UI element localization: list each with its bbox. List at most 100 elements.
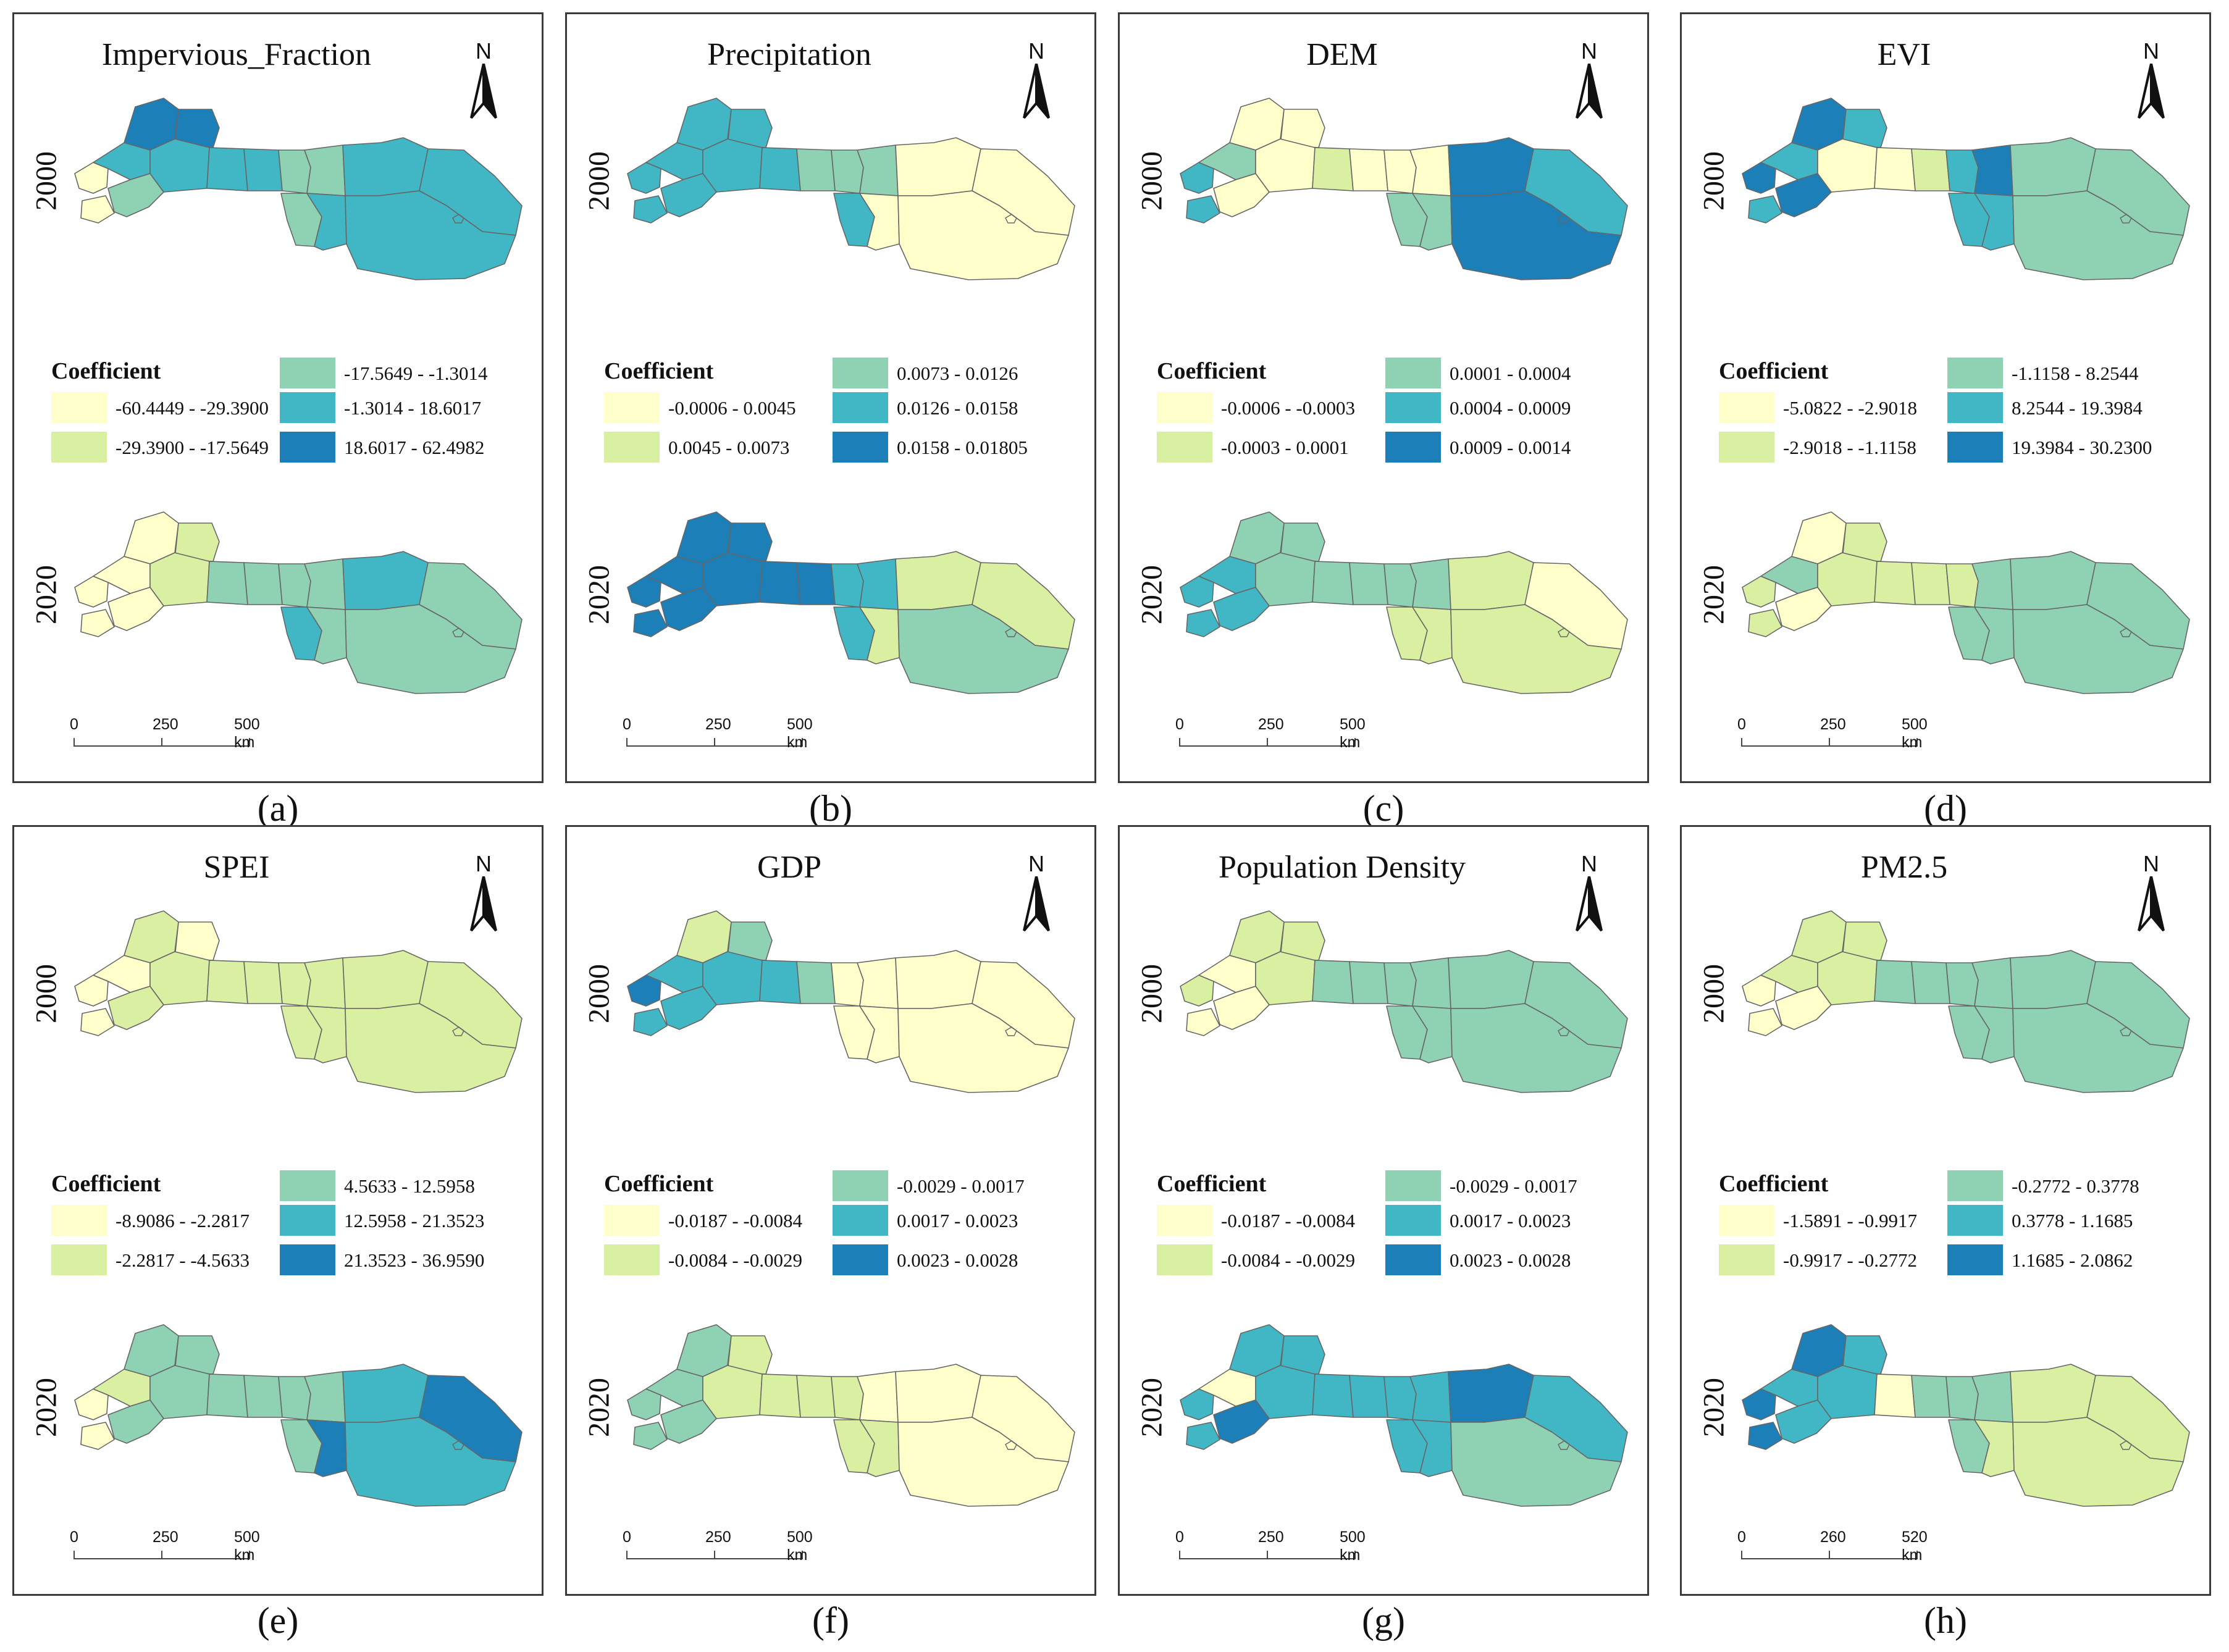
legend-title: Coefficient — [1719, 1171, 1829, 1197]
map-region — [2010, 950, 2096, 1009]
map-region — [243, 562, 283, 605]
panel-title: Precipitation — [707, 37, 871, 72]
choropleth-map-2020 — [610, 484, 1092, 731]
choropleth-map-2020 — [1163, 1296, 1645, 1543]
map-region — [1817, 951, 1878, 1005]
lake-outline — [2120, 1026, 2132, 1036]
map-region — [796, 148, 836, 191]
map-region — [1971, 1371, 2013, 1423]
north-arrow-icon: N — [464, 39, 503, 122]
map-panel-6: GDP N 2000 2020 Coefficient -0.0187 - -0.0084… — [565, 825, 1096, 1596]
lake-outline — [1005, 627, 1017, 637]
legend-swatch — [1719, 432, 1774, 463]
scale-bar-label: 0 — [623, 1528, 631, 1546]
legend-label: 0.3778 - 1.1685 — [2012, 1210, 2133, 1231]
map-region — [1971, 957, 2013, 1009]
scale-bar-label: 500 km — [234, 1528, 260, 1564]
choropleth-map-2020 — [1725, 484, 2207, 731]
map-region — [149, 951, 210, 1005]
legend-label: 0.0126 - 0.0158 — [897, 397, 1018, 419]
lake-outline — [1558, 1440, 1570, 1450]
panel-letter: (e) — [257, 1600, 299, 1641]
map-region — [80, 1422, 115, 1450]
legend-swatch — [604, 392, 660, 423]
scale-bar-label: 500 km — [1902, 716, 1928, 751]
map-region — [1874, 1373, 1916, 1418]
map-region — [1180, 975, 1214, 1007]
legend-title: Coefficient — [51, 358, 161, 384]
scale-bar-label: 500 km — [787, 716, 813, 751]
scale-bar: 0 260 520 km — [1737, 1528, 1928, 1575]
legend-label: 0.0023 - 0.0028 — [897, 1249, 1018, 1271]
map-region — [796, 961, 836, 1004]
legend-label: 1.1685 - 2.0862 — [2012, 1249, 2133, 1271]
map-region — [1874, 561, 1916, 605]
legend-label: 0.0017 - 0.0023 — [1450, 1210, 1571, 1231]
north-label: N — [476, 38, 492, 64]
map-region — [1448, 950, 1534, 1009]
lake-outline — [1558, 214, 1570, 224]
scale-bar-label: 250 — [1820, 716, 1846, 733]
legend-swatch — [833, 1244, 888, 1275]
legend-label: -0.0084 - -0.0029 — [1221, 1249, 1355, 1271]
map-region — [1255, 1365, 1316, 1419]
scale-bar-label: 0 — [1175, 716, 1184, 733]
map-region — [149, 1365, 210, 1419]
lake-outline — [1558, 627, 1570, 637]
legend-swatch — [1947, 432, 2003, 463]
scale-bar-tick — [1829, 1551, 1830, 1559]
map-region — [278, 962, 311, 1007]
map-region — [278, 563, 311, 608]
map-region — [1748, 609, 1782, 637]
lake-outline — [2120, 627, 2132, 637]
map-region — [304, 1371, 346, 1423]
legend-label: 18.6017 - 62.4982 — [344, 437, 485, 458]
choropleth-map-2000 — [1725, 70, 2207, 317]
map-region — [1971, 145, 2013, 196]
legend-swatch — [280, 392, 335, 423]
map-panel-1: Impervious_Fraction N 2000 2020 Coefficient -… — [12, 12, 544, 783]
scale-bar-label: 250 — [705, 1528, 731, 1546]
scale-bar-label: 0 — [1737, 716, 1746, 733]
legend-swatch — [833, 358, 888, 388]
map-region — [1448, 1364, 1534, 1423]
map-region — [342, 551, 429, 610]
legend-swatch — [280, 358, 335, 388]
scale-bar: 0 250 500 km — [1175, 1528, 1366, 1575]
north-arrow-icon: N — [2131, 39, 2171, 122]
map-region — [206, 561, 248, 605]
scale-bar: 0 250 500 km — [623, 716, 813, 763]
legend-label: 12.5958 - 21.3523 — [344, 1210, 485, 1231]
legend-label: -1.1158 - 8.2544 — [2012, 363, 2139, 384]
legend-swatch — [280, 1170, 335, 1201]
legend-title: Coefficient — [1157, 1171, 1267, 1197]
scale-bar-tick — [714, 1551, 715, 1559]
map-region — [1180, 1388, 1214, 1420]
legend-swatch — [1719, 1205, 1774, 1236]
legend-swatch — [833, 1205, 888, 1236]
scale-bar-label: 500 km — [1340, 1528, 1366, 1564]
map-region — [633, 1422, 668, 1450]
scale-bar-label: 500 km — [234, 716, 260, 751]
map-region — [796, 562, 836, 605]
legend-label: 0.0017 - 0.0023 — [897, 1210, 1018, 1231]
legend-label: 0.0004 - 0.0009 — [1450, 397, 1571, 419]
panel-letter: (h) — [1924, 1600, 1967, 1641]
map-region — [206, 960, 248, 1004]
scale-bar: 0 250 500 km — [1737, 716, 1928, 763]
lake-outline — [1005, 1026, 1017, 1036]
panel-title: DEM — [1306, 37, 1378, 72]
legend-swatch — [1157, 1205, 1212, 1236]
legend-swatch — [1947, 1205, 2003, 1236]
scale-bar: 0 250 500 km — [70, 716, 260, 763]
scale-bar-tick — [714, 738, 715, 747]
map-region — [1448, 137, 1534, 196]
map-region — [1383, 149, 1417, 194]
map-region — [345, 604, 516, 694]
map-region — [1409, 145, 1451, 196]
lake-outline — [452, 1440, 464, 1450]
choropleth-map-2000 — [610, 883, 1092, 1130]
legend-label: 8.2544 - 19.3984 — [2012, 397, 2143, 419]
choropleth-map-2000 — [1163, 883, 1645, 1130]
map-region — [1255, 552, 1316, 606]
